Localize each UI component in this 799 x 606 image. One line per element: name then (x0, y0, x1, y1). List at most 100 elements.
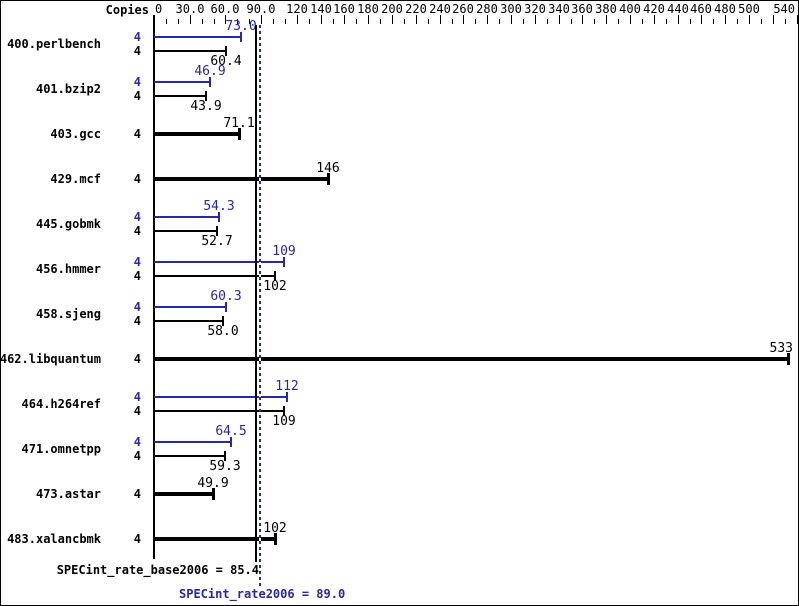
x-axis-minor-tick (380, 19, 381, 24)
benchmark-name: 401.bzip2 (35, 82, 101, 96)
x-axis-minor-tick (499, 19, 500, 24)
x-axis-minor-tick (594, 19, 595, 24)
x-axis-minor-tick (737, 19, 738, 24)
peak-mean-line (259, 25, 261, 586)
benchmark-name: 464.h264ref (21, 397, 101, 411)
base-bar (154, 50, 226, 52)
copies-value: 4 (133, 449, 141, 463)
benchmark-name: 483.xalancbmk (7, 532, 101, 546)
bar-value-label: 59.3 (209, 459, 241, 474)
x-axis-minor-tick (523, 19, 524, 24)
bar-end-cap (286, 392, 288, 402)
x-axis-major-tick (535, 15, 536, 24)
bar-value-label: 109 (272, 414, 296, 429)
bar-end-cap (225, 302, 227, 312)
copies-value: 4 (133, 404, 141, 418)
base-bar (154, 357, 788, 361)
benchmark-name: 403.gcc (50, 127, 101, 141)
bar-end-cap (787, 353, 790, 365)
base-bar (154, 492, 213, 496)
benchmark-name: 471.omnetpp (21, 442, 101, 456)
copies-column-header: Copies (105, 3, 149, 17)
peak-bar (154, 216, 219, 218)
x-axis-major-tick (701, 15, 702, 24)
bar-value-label: 46.9 (194, 64, 226, 79)
benchmark-name: 445.gobmk (35, 217, 101, 231)
copies-value: 4 (133, 487, 141, 501)
x-axis-major-tick (190, 15, 191, 24)
bar-end-cap (238, 128, 241, 140)
x-axis-tick-label: 180 (357, 2, 379, 16)
x-axis-tick-label: 90.0 (246, 2, 276, 16)
bar-value-label: 58.0 (207, 324, 239, 339)
x-axis-tick-label: 200 (381, 2, 403, 16)
base-bar (154, 132, 239, 136)
x-axis-minor-tick (452, 19, 453, 24)
x-axis-major-tick (297, 15, 298, 24)
x-axis-minor-tick (618, 19, 619, 24)
x-axis-major-tick (368, 15, 369, 24)
benchmark-name: 456.hmmer (35, 262, 101, 276)
x-axis-major-tick (344, 15, 345, 24)
bar-end-cap (230, 437, 232, 447)
x-axis-major-tick (511, 15, 512, 24)
bar-value-label: 112 (275, 379, 299, 394)
peak-bar (154, 306, 226, 308)
x-axis-minor-tick (249, 19, 250, 24)
x-axis-minor-tick (166, 19, 167, 24)
bar-end-cap (224, 451, 226, 461)
x-axis-tick-label: 460 (690, 2, 712, 16)
peak-bar (154, 36, 241, 38)
x-axis-tick-label: 540 (773, 2, 795, 16)
bar-end-cap (216, 226, 218, 236)
x-axis-tick-label: 320 (524, 2, 546, 16)
bar-value-label: 64.5 (215, 424, 247, 439)
x-axis-tick-label: 380 (595, 2, 617, 16)
base-bar (154, 95, 206, 97)
x-axis-major-tick (487, 15, 488, 24)
bar-value-label: 109 (272, 244, 296, 259)
copies-value: 4 (133, 532, 141, 546)
base-mean-line (255, 25, 257, 562)
bar-end-cap (327, 173, 330, 185)
x-axis-minor-tick (571, 19, 572, 24)
bar-value-label: 60.3 (210, 289, 242, 304)
bar-value-label: 54.3 (203, 199, 235, 214)
bar-value-label: 60.4 (210, 54, 242, 69)
x-axis-minor-tick (273, 19, 274, 24)
x-axis-tick-label: 340 (548, 2, 570, 16)
base-bar (154, 410, 284, 412)
bar-end-cap (225, 46, 227, 56)
bar-end-cap (209, 77, 211, 87)
bar-value-label: 52.7 (201, 234, 233, 249)
x-axis-major-tick (392, 15, 393, 24)
copies-value: 4 (133, 127, 141, 141)
base-bar (154, 275, 275, 277)
bar-end-cap (212, 488, 215, 500)
bar-value-label: 73.0 (225, 19, 257, 34)
copies-value: 4 (133, 172, 141, 186)
x-axis-tick-label: 160 (333, 2, 355, 16)
x-axis-major-tick (321, 15, 322, 24)
bar-end-cap (240, 32, 242, 42)
benchmark-name: 429.mcf (50, 172, 101, 186)
x-axis-tick-label: 260 (452, 2, 474, 16)
x-axis-tick-label: 440 (667, 2, 689, 16)
x-axis-minor-tick (713, 19, 714, 24)
bar-value-label: 102 (263, 279, 287, 294)
x-axis-tick-label: 120 (286, 2, 308, 16)
y-axis-line (153, 15, 155, 559)
peak-bar (154, 441, 231, 443)
bar-end-cap (283, 406, 285, 416)
copies-value: 4 (133, 255, 141, 269)
bar-value-label: 102 (263, 521, 287, 536)
bar-end-cap (283, 257, 285, 267)
copies-value: 4 (133, 210, 141, 224)
x-axis-major-tick (582, 15, 583, 24)
copies-value: 4 (133, 314, 141, 328)
x-axis-minor-tick (428, 19, 429, 24)
x-axis-major-tick (797, 15, 798, 24)
x-axis-minor-tick (475, 19, 476, 24)
x-axis-tick-label: 60.0 (210, 2, 240, 16)
x-axis-tick-label: 480 (714, 2, 736, 16)
